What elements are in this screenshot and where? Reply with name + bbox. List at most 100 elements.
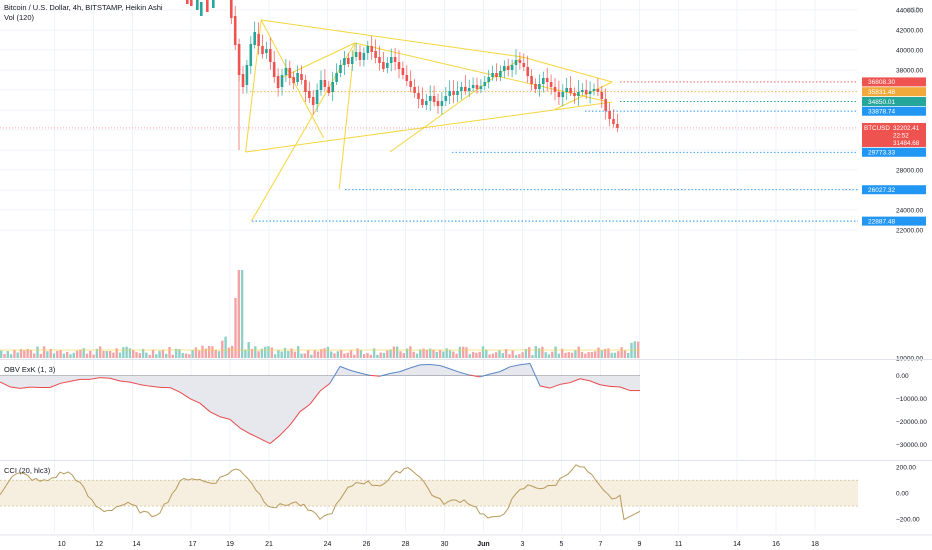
cci-legend[interactable]: CCI (20, hlc3) xyxy=(4,466,51,475)
volume-bar xyxy=(481,346,485,358)
volume-bar xyxy=(56,350,59,358)
volume-bar xyxy=(478,351,481,358)
volume-bar xyxy=(372,348,376,358)
volume-bar xyxy=(118,352,122,358)
volume-bar xyxy=(521,352,524,358)
volume-bar xyxy=(125,346,128,358)
time-tick-label: 24 xyxy=(324,541,332,548)
obv-line-segment xyxy=(119,380,131,383)
volume-bar xyxy=(240,270,244,358)
time-tick-label: 16 xyxy=(772,541,780,548)
symbol-legend[interactable]: Bitcoin / U.S. Dollar, 4h, BITSTAMP, Hei… xyxy=(4,3,163,12)
obv-line-segment xyxy=(99,377,111,379)
candle-body xyxy=(464,87,467,91)
volume-bar xyxy=(52,353,56,358)
candle-body xyxy=(557,92,561,97)
obv-tick-label: −30000.00 xyxy=(896,442,927,449)
volume-bar xyxy=(297,346,300,358)
candle-body xyxy=(241,74,245,87)
volume-bar xyxy=(534,346,537,358)
volume-bar xyxy=(168,346,171,358)
obv-line-segment xyxy=(449,368,461,373)
obv-line-segment xyxy=(179,391,191,400)
volume-bar xyxy=(528,347,531,358)
candle-body xyxy=(374,51,377,58)
volume-bar xyxy=(99,346,102,358)
obv-line-segment xyxy=(399,367,411,373)
volume-bar xyxy=(201,345,204,358)
volume-bar xyxy=(115,348,118,358)
price-tick-label: 38000.00 xyxy=(896,68,923,75)
volume-bar xyxy=(432,349,435,358)
obv-line-segment xyxy=(389,371,401,375)
pane-divider-obv[interactable] xyxy=(0,359,932,360)
candle-body xyxy=(514,60,518,65)
candle-body xyxy=(409,81,412,87)
volume-bar xyxy=(39,353,42,358)
candle-body xyxy=(553,87,557,92)
volume-bar xyxy=(504,349,508,358)
candle-body xyxy=(212,0,215,8)
candle-body xyxy=(200,2,203,16)
candle-body xyxy=(499,71,502,77)
candle-body xyxy=(522,63,526,67)
volume-bar xyxy=(405,348,409,358)
obv-line-segment xyxy=(279,424,291,436)
price-tick-label: 28000.00 xyxy=(896,168,923,175)
volume-bar xyxy=(392,346,396,358)
volume-bar xyxy=(564,352,567,358)
level-label: 29773.33 xyxy=(868,150,895,157)
candle-body xyxy=(370,46,373,52)
level-label: 36808.30 xyxy=(868,79,895,86)
volume-bar xyxy=(541,346,544,358)
candle-body xyxy=(308,91,311,98)
volume-bar xyxy=(23,350,26,358)
candle-body xyxy=(421,99,424,105)
obv-line-segment xyxy=(489,371,501,375)
volume-bar xyxy=(234,298,237,358)
pane-divider-cci[interactable] xyxy=(0,460,932,461)
volume-bar xyxy=(306,350,310,358)
time-tick-label: 10 xyxy=(58,541,66,548)
volume-legend[interactable]: Vol (120) xyxy=(4,13,35,22)
obv-line-segment xyxy=(369,374,381,377)
obv-line-segment xyxy=(429,364,441,367)
candle-body xyxy=(475,85,479,89)
time-tick-label: 12 xyxy=(95,541,103,548)
obv-area xyxy=(0,363,640,444)
obv-tick-label: −20000.00 xyxy=(896,419,927,426)
time-tick-label: 11 xyxy=(675,541,682,548)
obv-legend[interactable]: OBV ExK (1, 3) xyxy=(4,365,56,374)
candle-body xyxy=(347,58,350,64)
volume-bar xyxy=(326,346,330,358)
candle-body xyxy=(265,49,268,53)
pattern-line xyxy=(280,42,356,79)
volume-bar xyxy=(597,347,600,358)
candle-body xyxy=(269,49,272,62)
volume-bar xyxy=(613,352,617,358)
volume-bar xyxy=(570,352,574,358)
time-axis[interactable]: 10 12 14 17 19 21 24 26 28 30 Jun 3 5 7 9 11 14 16 18 xyxy=(0,534,932,548)
candle-body xyxy=(335,73,338,82)
candle-body xyxy=(448,91,451,96)
obv-line-segment xyxy=(289,411,301,426)
time-tick-label: 7 xyxy=(599,541,603,548)
price-axis[interactable]: 44000.0042000.0040000.0038000.0036000.00… xyxy=(0,8,927,524)
volume-bar xyxy=(389,349,392,358)
volume-bar xyxy=(161,349,165,358)
volume-bar xyxy=(75,350,79,358)
obv-line-segment xyxy=(49,382,61,388)
obv-line-segment xyxy=(189,398,201,404)
obv-tick-label: −10000.00 xyxy=(896,396,927,403)
volume-bar xyxy=(544,352,547,358)
pattern-line xyxy=(251,42,356,222)
volume-bar xyxy=(488,354,491,358)
candle-body xyxy=(339,65,342,73)
obv-line-segment xyxy=(529,363,541,387)
candle-body xyxy=(272,62,276,77)
volume-bar xyxy=(452,351,455,358)
volume-bar xyxy=(0,350,3,358)
obv-line-segment xyxy=(479,373,491,378)
obv-line-segment xyxy=(519,362,531,366)
